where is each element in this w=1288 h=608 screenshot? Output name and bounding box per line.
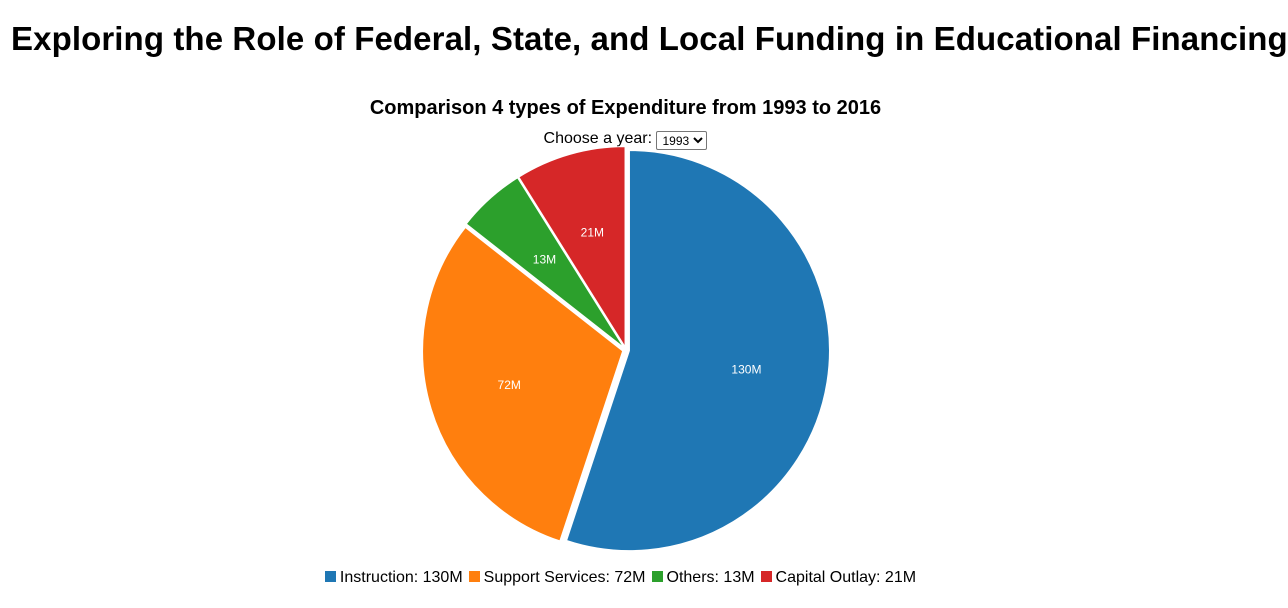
legend-label: Support Services: 72M (483, 569, 646, 586)
legend-swatch (651, 571, 663, 582)
year-label: Choose a year: (543, 130, 653, 147)
pie-slice-others[interactable] (465, 177, 625, 348)
page-title: Exploring the Role of Federal, State, an… (11, 20, 1288, 57)
pie-value-label: 72M (498, 378, 521, 392)
pie-value-label: 130M (731, 362, 761, 376)
pie-value-labels: 130M 72M 13M 21M (498, 226, 762, 392)
legend-label: Others: 13M (666, 569, 755, 586)
pie-slice-capital-outlay[interactable] (518, 146, 626, 348)
legend-swatch (760, 571, 772, 582)
legend-label: Instruction: 130M (339, 569, 463, 586)
legend: Instruction: 130M Support Services: 72M Ot… (0, 569, 1241, 587)
legend-item-instruction: Instruction: 130M (324, 569, 463, 587)
legend-item-others: Others: 13M (651, 569, 755, 587)
pie-slice-support-services[interactable] (422, 227, 624, 542)
pie-slices (422, 146, 830, 551)
pie-value-label: 21M (581, 226, 604, 240)
legend-swatch (468, 571, 480, 582)
year-selector-row: Choose a year: 1993 (0, 130, 1251, 150)
legend-label: Capital Outlay: 21M (775, 569, 917, 586)
legend-swatch (324, 571, 336, 582)
pie-slice-instruction[interactable] (566, 150, 830, 551)
year-select[interactable]: 1993 (656, 131, 708, 150)
pie-value-label: 13M (533, 252, 556, 266)
chart-title: Comparison 4 types of Expenditure from 1… (369, 97, 882, 119)
legend-item-support-services: Support Services: 72M (468, 569, 646, 587)
legend-item-capital-outlay: Capital Outlay: 21M (760, 569, 917, 587)
